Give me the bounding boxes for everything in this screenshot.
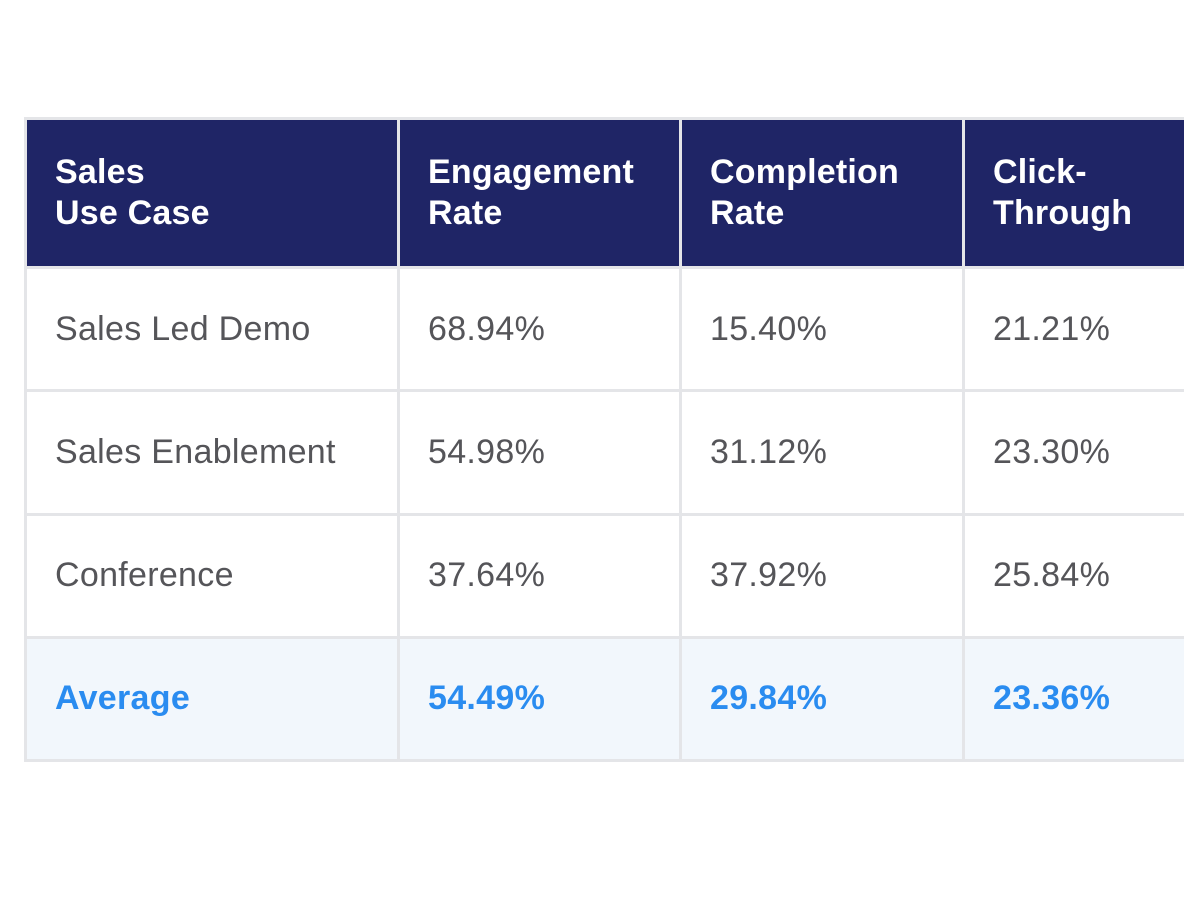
header-click-through-line-1: Click-: [993, 153, 1087, 191]
metrics-table-container: Sales Use Case Engagement Rate Completio…: [24, 117, 1184, 762]
header-completion-line-2: Rate: [710, 194, 785, 232]
completion-rate-cell: 15.40%: [682, 269, 962, 390]
row-label: Conference: [27, 515, 397, 636]
click-through-cell: 25.84%: [965, 515, 1184, 636]
header-engagement-rate: Engagement Rate: [400, 120, 679, 266]
table-row: Sales Enablement 54.98% 31.12% 23.30%: [27, 392, 1184, 513]
header-completion-line-1: Completion: [710, 153, 899, 191]
average-click-through: 23.36%: [965, 638, 1184, 759]
row-label: Sales Led Demo: [27, 269, 397, 390]
average-engagement-rate: 54.49%: [400, 638, 679, 759]
click-through-cell: 23.30%: [965, 392, 1184, 513]
engagement-rate-cell: 54.98%: [400, 392, 679, 513]
header-completion-rate: Completion Rate: [682, 120, 962, 266]
average-label: Average: [27, 638, 397, 759]
engagement-rate-cell: 37.64%: [400, 515, 679, 636]
header-click-through-line-2: Through: [993, 194, 1133, 232]
header-row: Sales Use Case Engagement Rate Completio…: [27, 120, 1184, 266]
header-engagement-line-2: Rate: [428, 194, 503, 232]
table-row: Sales Led Demo 68.94% 15.40% 21.21%: [27, 269, 1184, 390]
header-click-through: Click- Through: [965, 120, 1184, 266]
average-row: Average 54.49% 29.84% 23.36%: [27, 638, 1184, 759]
header-use-case-line-2: Use Case: [55, 194, 210, 232]
header-use-case: Sales Use Case: [27, 120, 397, 266]
metrics-table: Sales Use Case Engagement Rate Completio…: [24, 117, 1187, 762]
click-through-cell: 21.21%: [965, 269, 1184, 390]
completion-rate-cell: 37.92%: [682, 515, 962, 636]
completion-rate-cell: 31.12%: [682, 392, 962, 513]
header-use-case-line-1: Sales: [55, 153, 145, 191]
row-label: Sales Enablement: [27, 392, 397, 513]
engagement-rate-cell: 68.94%: [400, 269, 679, 390]
table-row: Conference 37.64% 37.92% 25.84%: [27, 515, 1184, 636]
average-completion-rate: 29.84%: [682, 638, 962, 759]
header-engagement-line-1: Engagement: [428, 153, 635, 191]
